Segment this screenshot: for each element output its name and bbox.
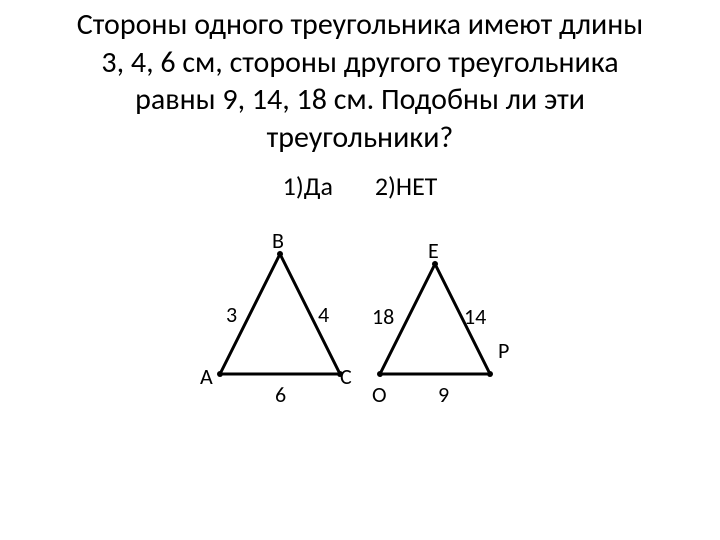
vertex-o-label: O	[372, 381, 387, 408]
side-ab-label: 3	[226, 301, 237, 328]
vertex-e-label: E	[428, 237, 439, 264]
side-op-label: 9	[438, 381, 449, 408]
answer-yes: 1)Да	[283, 170, 333, 202]
side-bc-label: 4	[318, 301, 329, 328]
question-line-3: равны 9, 14, 18 см. Подобны ли эти	[135, 81, 585, 118]
triangles-svg: A B C 3 4 6 O E P 18 14 9	[180, 224, 540, 414]
answer-options: 1)Да 2)НЕТ	[0, 170, 720, 202]
side-oe-label: 18	[372, 303, 394, 330]
question-text: Стороны одного треугольника имеют длины …	[0, 0, 720, 156]
triangles-figure: A B C 3 4 6 O E P 18 14 9	[0, 224, 720, 414]
slide: Стороны одного треугольника имеют длины …	[0, 0, 720, 540]
vertex-a-label: A	[200, 363, 213, 390]
vertex-o-dot	[377, 371, 383, 377]
side-ep-label: 14	[464, 303, 486, 330]
vertex-a-dot	[217, 371, 223, 377]
vertex-c-label: C	[340, 363, 352, 390]
question-line-2: 3, 4, 6 см, стороны другого треугольника	[101, 44, 618, 81]
vertex-p-dot	[487, 371, 493, 377]
answer-no: 2)НЕТ	[375, 170, 437, 202]
vertex-b-label: B	[272, 227, 284, 254]
question-line-4: треугольники?	[267, 119, 454, 156]
side-ac-label: 6	[275, 381, 286, 408]
question-line-1: Стороны одного треугольника имеют длины	[77, 6, 644, 43]
vertex-p-label: P	[498, 337, 509, 364]
